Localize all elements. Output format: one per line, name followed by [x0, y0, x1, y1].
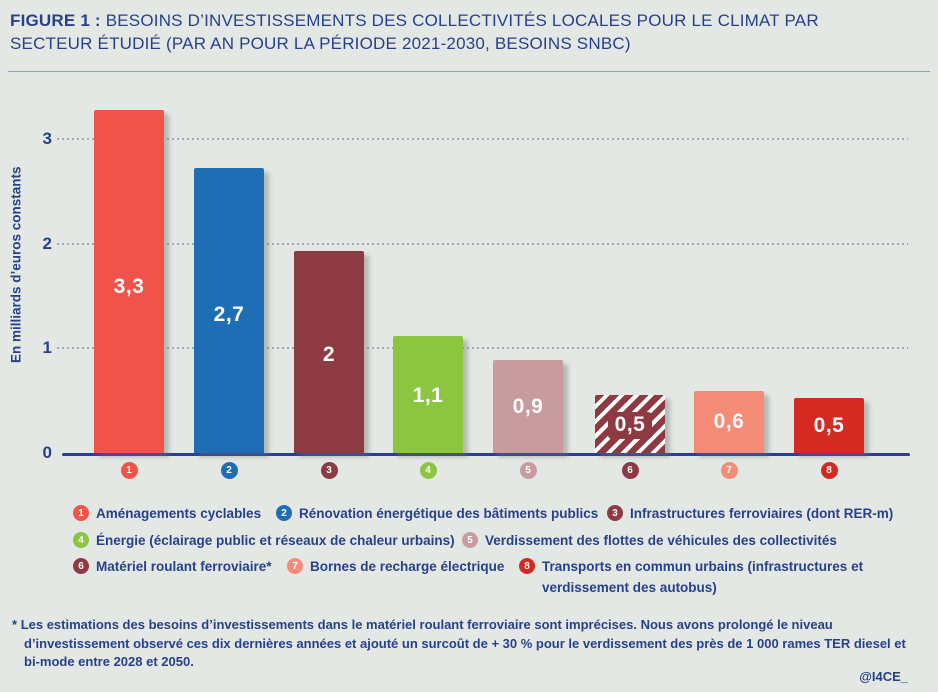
bar-2: 2,7 — [194, 168, 264, 453]
chart-plot: En milliards d’euros constants 0 1 2 3 3,3 1 2… — [0, 90, 938, 490]
bar-value-label-5: 0,9 — [512, 395, 544, 418]
legend-badge-2: 2 — [276, 505, 292, 521]
legend-item-8: 8 Transports en commun urbains (infrastru… — [519, 556, 875, 598]
legend-badge-4: 4 — [73, 532, 89, 548]
legend-label-5: Verdissement des flottes de véhicules de… — [485, 533, 837, 548]
bar-5: 0,9 — [493, 360, 563, 453]
gridline-1 — [57, 347, 908, 350]
chart-legend: 1 Aménagements cyclables 2 Rénovation énerg… — [0, 493, 938, 603]
y-tick-label-2: 2 — [42, 233, 52, 253]
legend-item-3: 3 Infrastructures ferroviaires (dont RER-… — [607, 503, 893, 524]
legend-item-2: 2 Rénovation énergétique des bâtiments pu… — [276, 503, 598, 524]
footnote-marker: * — [12, 617, 18, 632]
bar-value-label-4: 1,1 — [412, 384, 444, 407]
footnote: * Les estimations des besoins d’investis… — [12, 616, 924, 672]
legend-label-4: Énergie (éclairage public et réseaux de … — [96, 533, 455, 548]
legend-item-6: 6 Matériel roulant ferroviaire* — [73, 556, 272, 577]
legend-label-3: Infrastructures ferroviaires (dont RER-m… — [630, 506, 894, 521]
y-axis-title: En milliards d’euros constants — [8, 166, 24, 364]
bar-value-label-1: 3,3 — [113, 275, 145, 298]
x-axis-badge-5: 5 — [519, 462, 537, 479]
legend-badge-8: 8 — [519, 558, 535, 574]
y-tick-label-0: 0 — [42, 443, 52, 462]
legend-badge-3: 3 — [607, 505, 623, 521]
x-axis-line — [62, 453, 910, 456]
y-tick-label-1: 1 — [42, 338, 52, 358]
legend-item-4: 4 Énergie (éclairage public et réseaux de… — [73, 530, 455, 551]
legend-label-6: Matériel roulant ferroviaire* — [96, 559, 272, 574]
legend-item-5: 5 Verdissement des flottes de véhicules d… — [462, 530, 837, 551]
figure-title-prefix: FIGURE 1 : — [10, 11, 101, 30]
bar-6: 0,5 — [595, 395, 665, 453]
bar-value-label-2: 2,7 — [213, 303, 245, 326]
gridline-3 — [57, 137, 908, 140]
legend-badge-7: 7 — [287, 558, 303, 574]
x-axis-badge-3: 3 — [320, 462, 338, 479]
legend-item-1: 1 Aménagements cyclables — [73, 503, 261, 524]
footnote-text: Les estimations des besoins d’investisse… — [20, 617, 906, 669]
credit-handle: @I4CE_ — [859, 669, 908, 684]
legend-badge-1: 1 — [73, 505, 89, 521]
x-axis-badge-4: 4 — [419, 462, 437, 479]
figure-header: FIGURE 1 : BESOINS D’INVESTISSEMENTS DES… — [0, 0, 938, 55]
legend-badge-6: 6 — [73, 558, 89, 574]
figure-title-line1: BESOINS D’INVESTISSEMENTS DES COLLECTIVI… — [105, 11, 819, 30]
bar-value-pill: 0,5 — [607, 412, 653, 439]
figure-title: FIGURE 1 : BESOINS D’INVESTISSEMENTS DES… — [10, 9, 926, 55]
x-axis-badge-8: 8 — [820, 462, 838, 479]
x-axis-badge-6: 6 — [621, 462, 639, 479]
bar-4: 1,1 — [393, 336, 463, 453]
legend-label-7: Bornes de recharge électrique — [310, 559, 505, 574]
legend-item-7: 7 Bornes de recharge électrique — [287, 556, 504, 577]
y-tick-label-3: 3 — [42, 128, 52, 148]
bar-value-label-6: 0,5 — [595, 412, 665, 439]
gridline-2 — [57, 242, 908, 245]
legend-label-8: Transports en commun urbains (infrastruc… — [542, 559, 864, 595]
bar-8: 0,5 — [794, 398, 864, 453]
x-axis-badge-2: 2 — [220, 462, 238, 479]
legend-label-2: Rénovation énergétique des bâtiments pub… — [299, 506, 599, 521]
figure-title-line2: SECTEUR ÉTUDIÉ (PAR AN POUR LA PÉRIODE 2… — [10, 34, 631, 53]
x-axis-badge-7: 7 — [720, 462, 738, 479]
bar-value-label-8: 0,5 — [813, 414, 845, 437]
bar-3: 2 — [294, 251, 364, 453]
legend-label-1: Aménagements cyclables — [96, 506, 262, 521]
bar-value-label-3: 2 — [322, 343, 336, 366]
bar-7: 0,6 — [694, 391, 764, 453]
bar-value-label-7: 0,6 — [713, 410, 745, 433]
legend-badge-5: 5 — [462, 532, 478, 548]
title-separator — [8, 71, 930, 72]
bar-1: 3,3 — [94, 110, 164, 453]
x-axis-badge-1: 1 — [120, 462, 138, 479]
